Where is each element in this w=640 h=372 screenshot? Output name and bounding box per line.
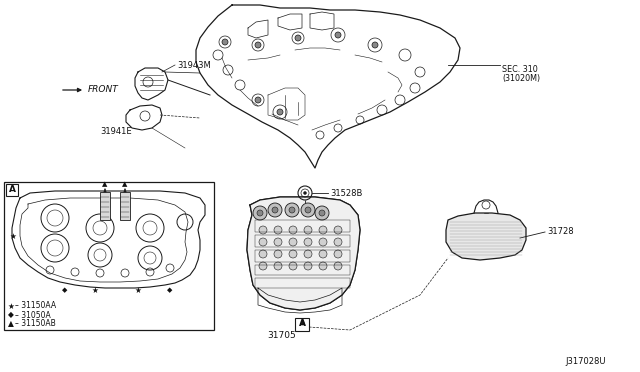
Bar: [255, 250, 350, 262]
Text: ◆: ◆: [8, 311, 14, 320]
Circle shape: [301, 203, 315, 217]
Text: 31705: 31705: [268, 330, 296, 340]
Circle shape: [319, 250, 327, 258]
Circle shape: [319, 210, 325, 216]
Text: – 31050A: – 31050A: [15, 311, 51, 320]
Text: ★: ★: [8, 301, 15, 311]
Circle shape: [304, 262, 312, 270]
Text: ★: ★: [10, 231, 17, 241]
Text: ◆: ◆: [167, 287, 173, 293]
Text: ★: ★: [92, 285, 99, 295]
Text: J317028U: J317028U: [565, 356, 605, 366]
Circle shape: [303, 192, 307, 195]
Bar: [255, 278, 350, 288]
Bar: [4, 182, 214, 330]
Bar: [120, 192, 130, 220]
Circle shape: [274, 226, 282, 234]
Text: ▲: ▲: [102, 181, 108, 187]
Bar: [6, 184, 18, 196]
Circle shape: [334, 250, 342, 258]
Text: 31528B: 31528B: [330, 189, 362, 198]
Circle shape: [255, 97, 261, 103]
Circle shape: [304, 250, 312, 258]
Text: 31943M: 31943M: [177, 61, 211, 70]
Text: 31728: 31728: [547, 228, 573, 237]
Circle shape: [289, 262, 297, 270]
Circle shape: [289, 250, 297, 258]
Circle shape: [319, 262, 327, 270]
Circle shape: [305, 207, 311, 213]
Bar: [255, 265, 350, 275]
Bar: [295, 318, 309, 331]
Circle shape: [319, 226, 327, 234]
Circle shape: [259, 250, 267, 258]
Circle shape: [334, 238, 342, 246]
Circle shape: [268, 203, 282, 217]
Text: – 31150AB: – 31150AB: [15, 320, 56, 328]
Text: 31941E: 31941E: [100, 128, 132, 137]
Polygon shape: [247, 197, 360, 310]
Circle shape: [289, 226, 297, 234]
Circle shape: [289, 207, 295, 213]
Bar: [100, 192, 110, 220]
Text: ★: ★: [134, 285, 141, 295]
Circle shape: [274, 238, 282, 246]
Text: A: A: [8, 186, 15, 195]
Circle shape: [274, 262, 282, 270]
Circle shape: [319, 238, 327, 246]
Circle shape: [255, 42, 261, 48]
Polygon shape: [446, 213, 526, 260]
Circle shape: [334, 226, 342, 234]
Circle shape: [259, 238, 267, 246]
Circle shape: [274, 250, 282, 258]
Text: A: A: [298, 320, 305, 328]
Circle shape: [272, 207, 278, 213]
Circle shape: [335, 32, 341, 38]
Circle shape: [304, 238, 312, 246]
Circle shape: [257, 210, 263, 216]
Circle shape: [289, 238, 297, 246]
Text: ◆: ◆: [62, 287, 68, 293]
Bar: [255, 220, 350, 232]
Text: – 31150AA: – 31150AA: [15, 301, 56, 311]
Circle shape: [222, 39, 228, 45]
Text: ▲: ▲: [122, 181, 128, 187]
Circle shape: [285, 203, 299, 217]
Text: ▲: ▲: [8, 320, 14, 328]
Circle shape: [334, 262, 342, 270]
Circle shape: [304, 226, 312, 234]
Circle shape: [259, 262, 267, 270]
Bar: [255, 235, 350, 247]
Circle shape: [277, 109, 283, 115]
Text: SEC. 310: SEC. 310: [502, 65, 538, 74]
Circle shape: [295, 35, 301, 41]
Text: FRONT: FRONT: [88, 86, 119, 94]
Circle shape: [372, 42, 378, 48]
Circle shape: [259, 226, 267, 234]
Circle shape: [253, 206, 267, 220]
Circle shape: [315, 206, 329, 220]
Text: (31020M): (31020M): [502, 74, 540, 83]
